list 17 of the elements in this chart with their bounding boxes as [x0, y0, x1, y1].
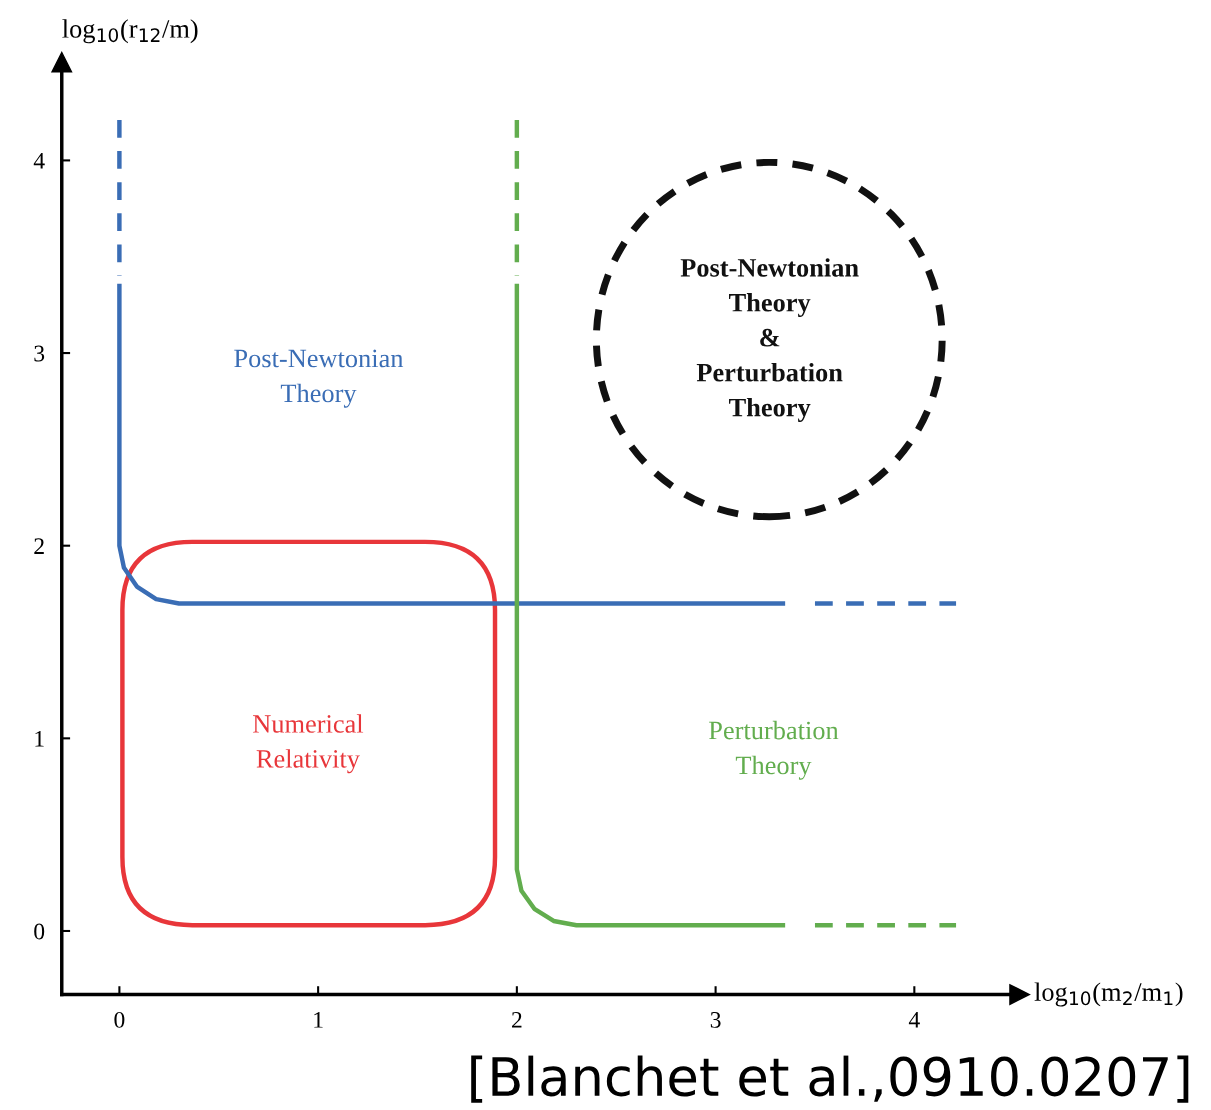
x-tick-label: 4 [908, 1012, 920, 1028]
y-tick-label: 1 [35, 730, 44, 747]
x-axis-title: log$_{10}$(m$_{2}$/m$_{1}$) [1034, 982, 1183, 1007]
x-tick-label: 3 [710, 1011, 721, 1028]
y-tick-label: 3 [34, 345, 45, 362]
y-tick-label: 2 [34, 538, 44, 554]
x-tick-label: 1 [314, 1012, 323, 1028]
annotation: Perturbation Theory [709, 720, 839, 780]
x-tick-label: 2 [512, 1011, 522, 1028]
annotation: Post-Newtonian Theory [234, 349, 404, 408]
y-tick-label: 0 [34, 923, 45, 940]
text: [Blanchet et al.,0910.0207] [471, 1055, 1189, 1103]
y-tick-label: 4 [33, 153, 45, 169]
annotation: Numerical Relativity [253, 714, 364, 774]
x-tick-label: 0 [114, 1011, 125, 1028]
y-axis-title: log$_{10}$(r$_{12}$/m) [62, 19, 198, 44]
annotation: Post-Newtonian Theory & Perturbation Theory [680, 258, 859, 422]
